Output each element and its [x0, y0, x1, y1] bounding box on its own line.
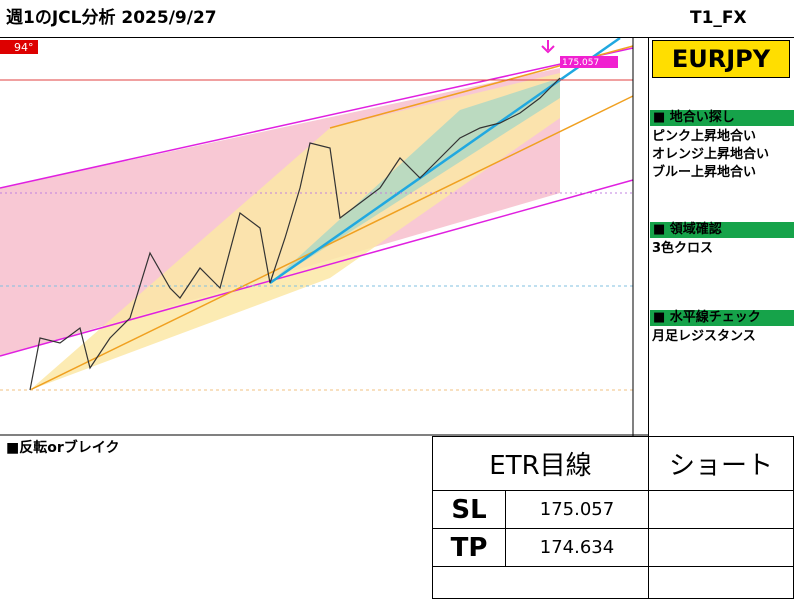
- section-heading: ■ 領域確認: [650, 222, 794, 238]
- cell: [432, 566, 649, 599]
- title: 週1のJCL分析 2025/9/27: [6, 8, 217, 28]
- section-item: 月足レジスタンス: [652, 329, 756, 344]
- cell: [648, 528, 794, 567]
- section-heading: ■ 水平線チェック: [650, 310, 794, 326]
- chart: 94° 175.057: [0, 38, 648, 436]
- cell: [648, 566, 794, 599]
- row-value: 174.634: [505, 528, 649, 567]
- row-label: SL: [432, 490, 506, 529]
- table-title: ETR目線: [432, 436, 649, 491]
- section-item: ブルー上昇地合い: [652, 165, 757, 180]
- row-value: 175.057: [505, 490, 649, 529]
- section-item: ピンク上昇地合い: [652, 129, 757, 144]
- table-direction: ショート: [648, 436, 794, 491]
- header-rule: [0, 37, 794, 38]
- author: T1_FX: [690, 8, 747, 28]
- section-item: 3色クロス: [652, 241, 714, 256]
- section-heading: ■ 地合い探し: [650, 110, 794, 126]
- symbol: EURJPY: [652, 40, 790, 78]
- row-label: TP: [432, 528, 506, 567]
- price-label: 175.057: [562, 58, 599, 68]
- section-item: オレンジ上昇地合い: [652, 147, 770, 162]
- badge: 94°: [14, 41, 34, 54]
- cell: [648, 490, 794, 529]
- note: ■反転orブレイク: [6, 440, 120, 456]
